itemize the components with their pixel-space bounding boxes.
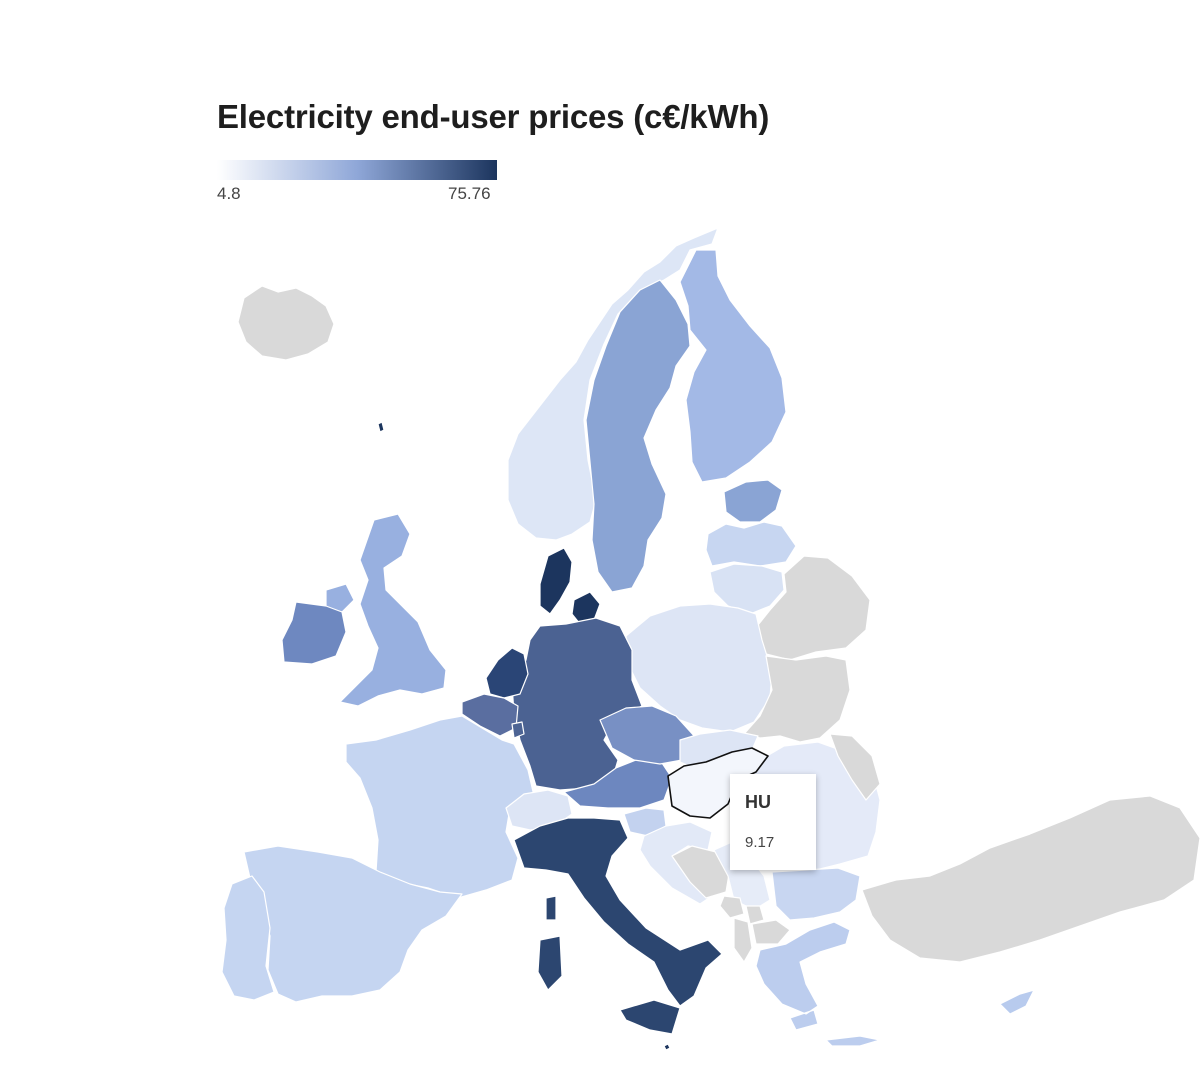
region-spain[interactable]	[243, 845, 463, 1003]
region-luxembourg[interactable]	[511, 721, 525, 739]
region-italy[interactable]	[513, 817, 723, 1035]
region-northern-ireland[interactable]	[325, 583, 355, 613]
region-greece[interactable]	[755, 921, 881, 1047]
region-iceland[interactable]	[237, 285, 335, 361]
region-cyprus[interactable]	[999, 989, 1035, 1015]
region-denmark[interactable]	[539, 547, 601, 625]
region-switzerland[interactable]	[505, 789, 573, 831]
region-albania[interactable]	[733, 917, 753, 963]
color-scale-legend	[217, 160, 497, 180]
region-lithuania[interactable]	[709, 563, 785, 615]
region-kosovo[interactable]	[745, 905, 765, 925]
region-france[interactable]	[345, 715, 535, 899]
tooltip-value: 9.17	[745, 834, 775, 851]
region-turkey[interactable]	[861, 795, 1200, 963]
region-latvia[interactable]	[705, 521, 797, 567]
region-montenegro[interactable]	[719, 895, 745, 919]
region-united-kingdom[interactable]	[339, 513, 447, 707]
region-hungary[interactable]	[667, 747, 769, 819]
region-ukraine[interactable]	[743, 655, 851, 743]
region-bulgaria[interactable]	[771, 867, 861, 921]
region-germany[interactable]	[511, 617, 643, 791]
region-moldova[interactable]	[829, 733, 881, 801]
legend-min-label: 4.8	[217, 184, 241, 203]
region-netherlands[interactable]	[485, 647, 529, 699]
region-finland[interactable]	[679, 249, 787, 483]
region-belarus[interactable]	[753, 555, 871, 661]
region-estonia[interactable]	[723, 479, 783, 523]
region-ireland[interactable]	[281, 601, 347, 665]
region-tooltip: HU 9.17	[730, 774, 816, 870]
tooltip-country-code: HU	[745, 792, 771, 812]
region-portugal[interactable]	[221, 875, 275, 1001]
region-bosnia[interactable]	[671, 845, 731, 899]
region-sweden[interactable]	[585, 279, 691, 593]
region-faroe-islands[interactable]	[377, 421, 385, 433]
map-title: Electricity end-user prices (c€/kWh)	[217, 98, 770, 135]
legend-max-label: 75.76	[448, 184, 491, 203]
region-north-macedonia[interactable]	[751, 919, 791, 945]
region-malta[interactable]	[663, 1043, 671, 1051]
legend-gradient	[217, 160, 497, 180]
